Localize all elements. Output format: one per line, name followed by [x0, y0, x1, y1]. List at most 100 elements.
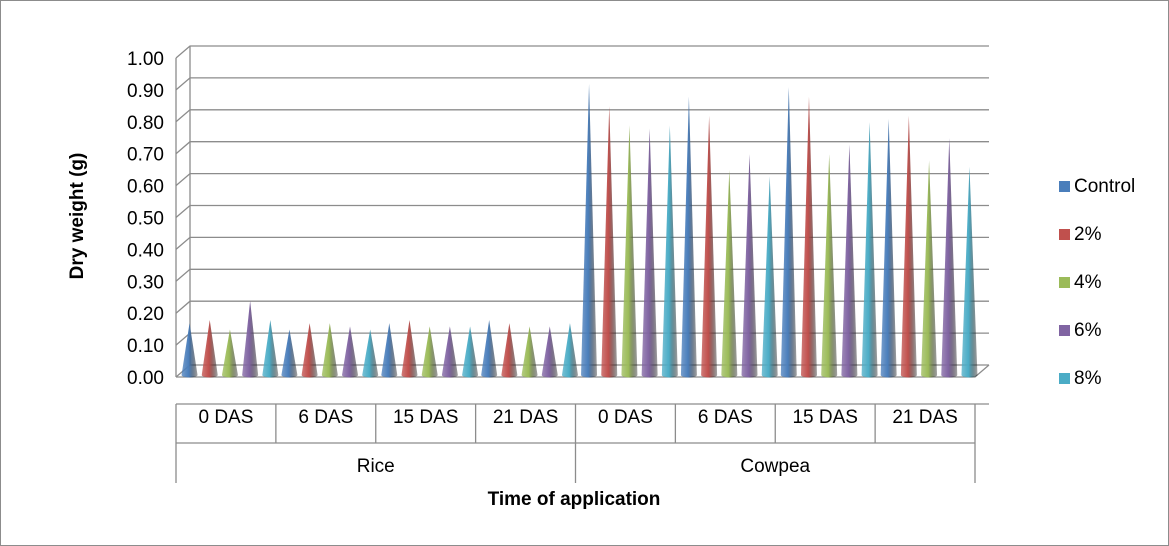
data-cones	[181, 83, 978, 378]
cone-4%-3	[521, 326, 538, 378]
cone-mark	[521, 326, 538, 378]
cone-mark	[381, 323, 398, 378]
cone-4%-0	[221, 329, 238, 378]
legend-swatch	[1059, 277, 1070, 288]
cone-mark	[481, 319, 498, 378]
cone-mark	[880, 118, 897, 378]
cone-6%-5	[741, 154, 758, 378]
x-category-label: 6 DAS	[298, 407, 353, 428]
cone-6%-1	[342, 326, 359, 378]
cone-2%-3	[501, 323, 518, 378]
cone-mark	[281, 329, 298, 378]
cone-mark	[661, 125, 678, 378]
cone-mark	[581, 83, 598, 378]
cone-Control-7	[880, 118, 897, 378]
cone-mark	[861, 122, 878, 378]
legend-label: Control	[1074, 176, 1135, 197]
cone-4%-1	[321, 323, 338, 378]
cone-mark	[342, 326, 359, 378]
x-category-label: 21 DAS	[892, 407, 957, 428]
cone-mark	[621, 125, 638, 378]
cone-2%-0	[201, 319, 218, 378]
cone-6%-0	[242, 300, 259, 378]
cone-mark	[321, 323, 338, 378]
cone-Control-5	[680, 96, 697, 378]
legend-item: 6%	[1059, 320, 1102, 341]
cone-Control-4	[581, 83, 598, 378]
cone-mark	[941, 138, 958, 378]
x-category-label: 15 DAS	[393, 407, 458, 428]
legend-swatch	[1059, 325, 1070, 336]
y-axis-title: Dry weight (g)	[67, 153, 88, 280]
cone-2%-6	[800, 96, 817, 378]
cone-2%-5	[701, 115, 718, 378]
cone-mark	[221, 329, 238, 378]
cone-4%-2	[421, 326, 438, 378]
cone-Control-1	[281, 329, 298, 378]
cone-mark	[761, 176, 778, 378]
cone-mark	[301, 323, 318, 378]
x-group-label: Rice	[357, 456, 395, 477]
cone-6%-7	[941, 138, 958, 378]
cone-mark	[841, 144, 858, 378]
cone-6%-4	[641, 128, 658, 378]
y-tick-label: 0.40	[127, 240, 164, 261]
cone-6%-3	[541, 326, 558, 378]
x-category-label: 0 DAS	[598, 407, 653, 428]
y-tick-label: 1.00	[127, 49, 164, 70]
x-axis-title: Time of application	[488, 489, 661, 510]
cone-mark	[701, 115, 718, 378]
floor-edge	[176, 364, 990, 378]
y-tick-label: 0.30	[127, 272, 164, 293]
y-tick-label: 0.50	[127, 209, 164, 230]
cone-8%-7	[961, 166, 978, 378]
cone-mark	[900, 115, 917, 378]
cone-8%-5	[761, 176, 778, 378]
cone-mark	[780, 87, 797, 378]
cone-mark	[441, 326, 458, 378]
legend-swatch	[1059, 373, 1070, 384]
x-category-label: 6 DAS	[698, 407, 753, 428]
cone-mark	[242, 300, 259, 378]
cone-4%-6	[821, 154, 838, 378]
gridline	[175, 45, 989, 59]
cone-mark	[541, 326, 558, 378]
cone-4%-7	[921, 160, 938, 378]
cone-mark	[680, 96, 697, 378]
legend-label: 4%	[1074, 272, 1102, 293]
legend-label: 8%	[1074, 368, 1102, 389]
cone-mark	[641, 128, 658, 378]
cone-mark	[421, 326, 438, 378]
cone-2%-7	[900, 115, 917, 378]
legend: Control 2% 4% 6% 8%	[1059, 176, 1135, 389]
chart-floor	[176, 364, 990, 378]
legend-swatch	[1059, 181, 1070, 192]
cone-mark	[921, 160, 938, 378]
legend-item: Control	[1059, 176, 1135, 197]
gridline	[175, 141, 989, 155]
legend-item: 8%	[1059, 368, 1102, 389]
legend-item: 2%	[1059, 224, 1102, 245]
y-tick-label: 0.60	[127, 177, 164, 198]
cone-6%-2	[441, 326, 458, 378]
cone-8%-0	[262, 319, 279, 378]
legend-swatch	[1059, 229, 1070, 240]
cone-mark	[741, 154, 758, 378]
cone-mark	[721, 170, 738, 378]
cone-4%-4	[621, 125, 638, 378]
cone-Control-6	[780, 87, 797, 378]
y-tick-label: 0.00	[127, 368, 164, 389]
cone-8%-3	[561, 323, 578, 378]
cone-2%-2	[401, 319, 418, 378]
cone-6%-6	[841, 144, 858, 378]
cone-mark	[462, 326, 479, 378]
cone-mark	[501, 323, 518, 378]
cone-2%-1	[301, 323, 318, 378]
cone-mark	[181, 323, 198, 378]
cone-2%-4	[601, 106, 618, 378]
cone-8%-1	[362, 329, 379, 378]
cone-8%-6	[861, 122, 878, 378]
y-axis-tick-labels: 0.00 0.10 0.20 0.30 0.40 0.50 0.60 0.70 0.80 0.90…	[127, 49, 164, 389]
cone-Control-2	[381, 323, 398, 378]
cone-mark	[201, 319, 218, 378]
